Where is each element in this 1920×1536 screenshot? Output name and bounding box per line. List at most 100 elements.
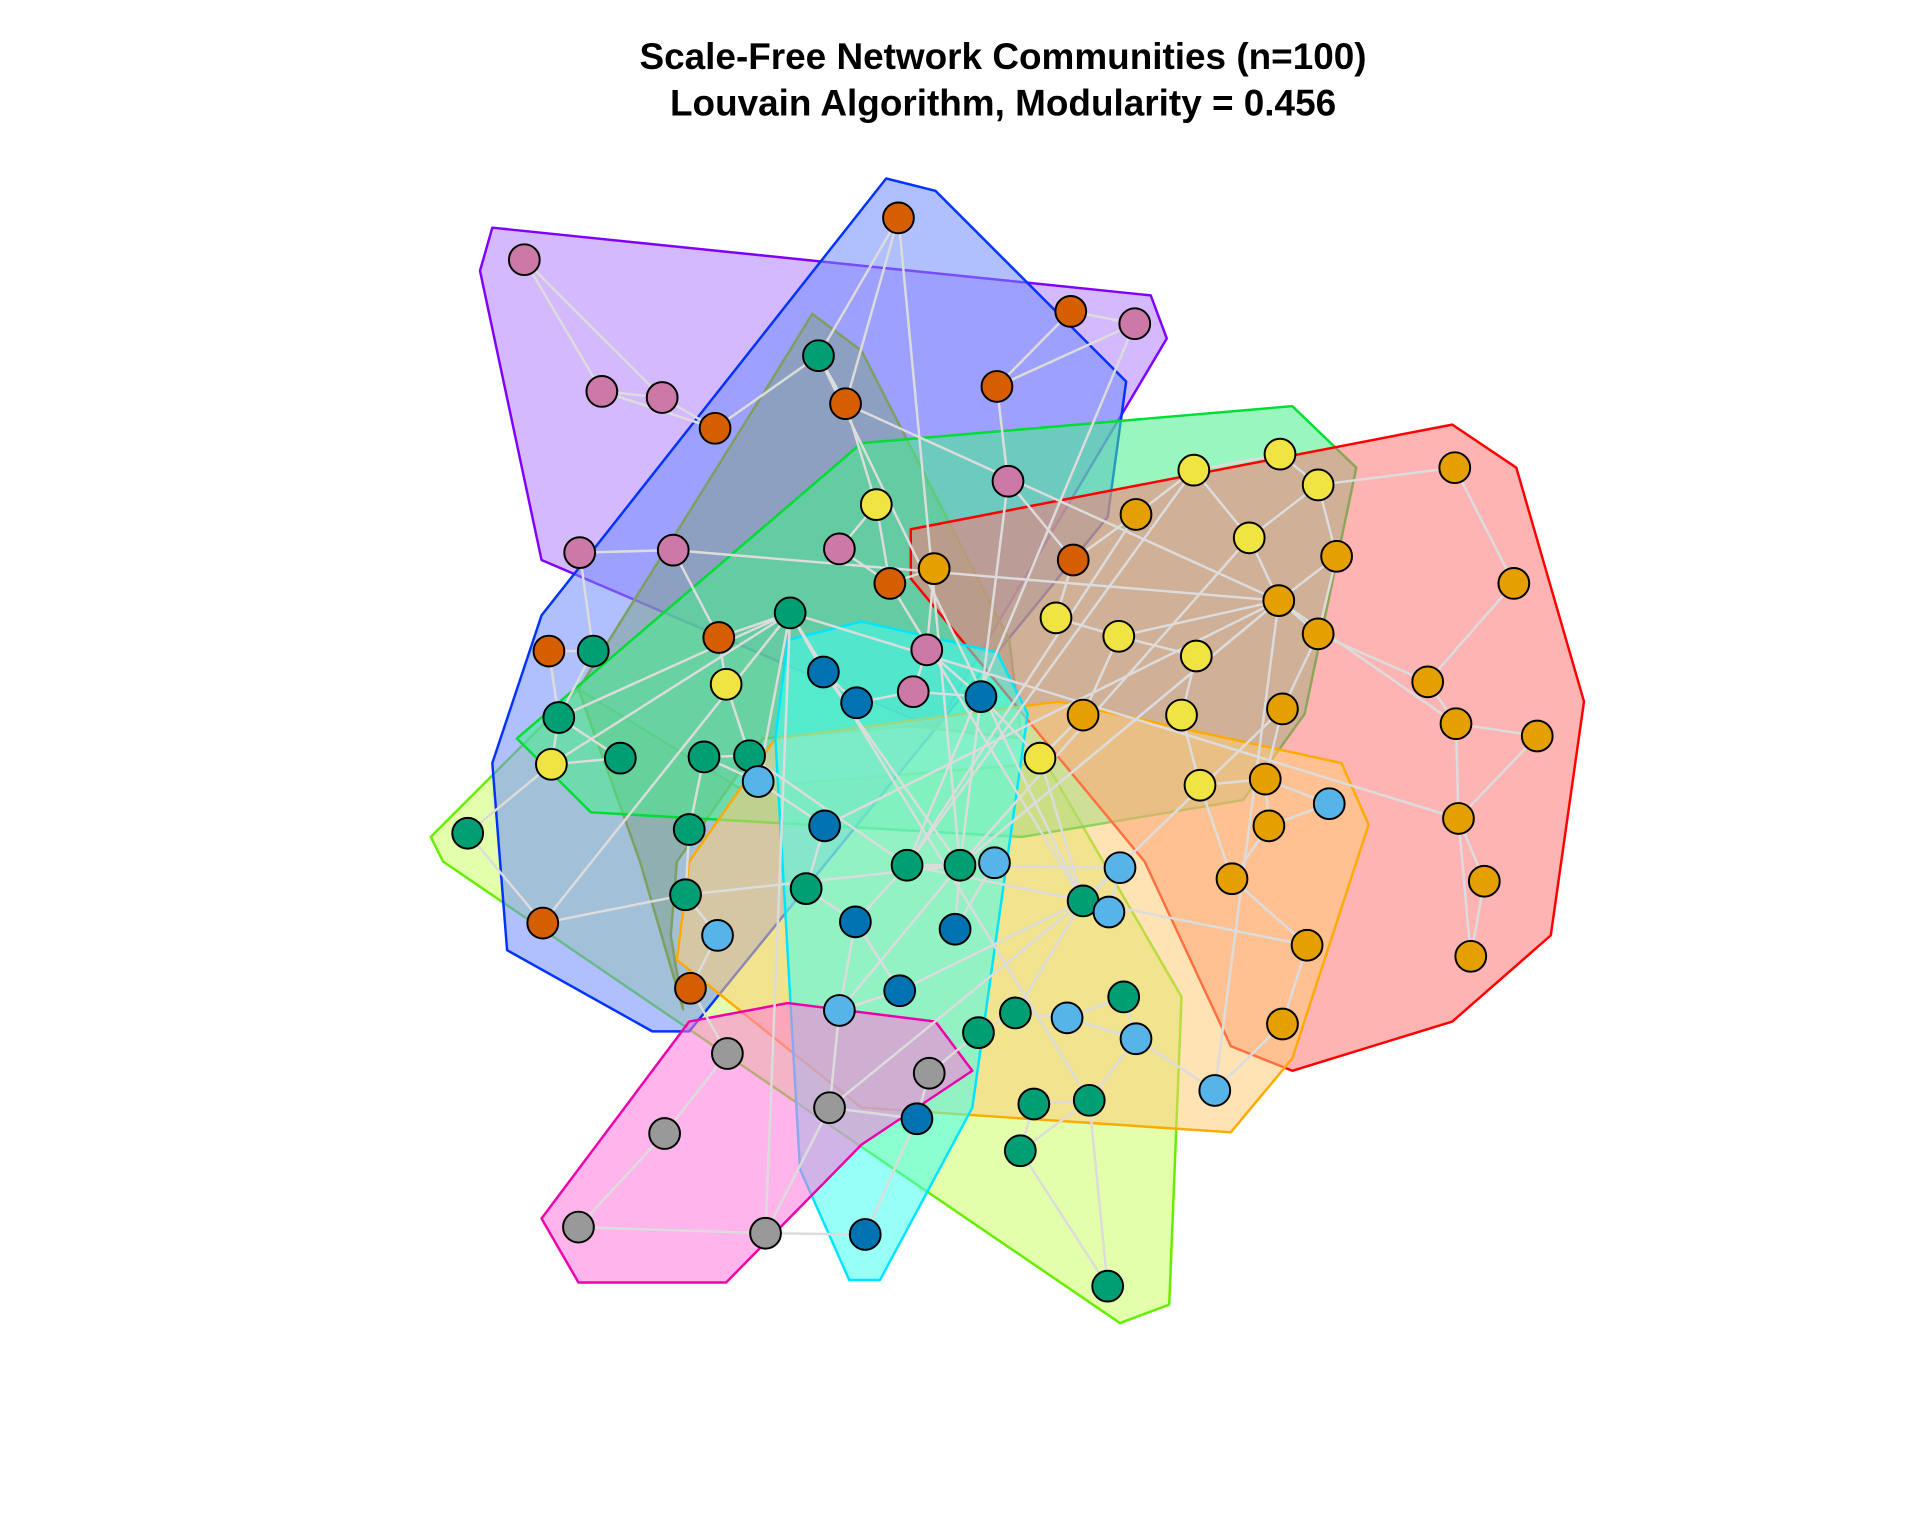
node xyxy=(773,596,807,630)
node xyxy=(687,740,721,774)
node xyxy=(910,633,944,667)
node xyxy=(1320,539,1353,573)
node xyxy=(813,1091,846,1125)
edge xyxy=(578,1225,766,1235)
edge xyxy=(1038,757,1085,902)
node xyxy=(1118,307,1152,341)
node xyxy=(1215,862,1249,896)
node xyxy=(535,747,568,781)
node xyxy=(741,765,775,798)
edge xyxy=(959,537,1251,867)
node xyxy=(1232,521,1266,555)
node xyxy=(938,912,972,946)
edge xyxy=(907,864,1121,869)
edge xyxy=(1426,582,1515,683)
node xyxy=(1119,498,1153,531)
edge xyxy=(577,1132,666,1228)
node xyxy=(1248,762,1282,796)
node xyxy=(962,1016,995,1049)
node xyxy=(829,387,862,421)
edge xyxy=(466,832,544,924)
node xyxy=(890,848,924,882)
edge xyxy=(996,310,1072,388)
edge xyxy=(673,548,1279,602)
edge xyxy=(550,611,791,766)
node xyxy=(943,848,977,882)
node xyxy=(669,878,702,912)
edge xyxy=(845,402,1280,602)
node xyxy=(999,996,1032,1030)
subtitle: Louvain Algorithm, Modularity = 0.456 xyxy=(670,83,1336,124)
node xyxy=(698,411,732,445)
node xyxy=(1107,980,1141,1014)
node xyxy=(1050,1001,1084,1035)
title: Scale-Free Network Communities (n=100) xyxy=(640,36,1367,77)
node xyxy=(562,1210,595,1244)
node xyxy=(1072,1083,1106,1117)
edge xyxy=(897,217,962,866)
edge xyxy=(959,599,1280,867)
edge xyxy=(1231,877,1308,947)
node xyxy=(840,686,873,720)
node xyxy=(1056,543,1090,577)
node xyxy=(711,1037,744,1070)
node xyxy=(451,816,485,850)
edge xyxy=(1457,818,1472,957)
node xyxy=(603,741,637,775)
edge xyxy=(765,1232,866,1236)
edge xyxy=(1317,466,1455,487)
edge xyxy=(578,552,595,652)
edge xyxy=(844,217,900,405)
edge xyxy=(864,1118,919,1235)
node xyxy=(1092,895,1126,929)
node xyxy=(882,201,915,235)
node xyxy=(1103,851,1137,885)
edge xyxy=(1118,599,1280,638)
node xyxy=(526,906,560,940)
edge xyxy=(905,323,1136,866)
node xyxy=(823,994,856,1027)
node xyxy=(563,536,597,569)
node xyxy=(702,621,736,654)
node xyxy=(873,567,907,600)
node xyxy=(1439,707,1473,741)
nodes xyxy=(451,201,1554,1303)
node xyxy=(674,971,707,1005)
node xyxy=(1252,809,1286,843)
node xyxy=(532,634,566,668)
node xyxy=(917,552,951,585)
edge xyxy=(1014,900,1085,1014)
node xyxy=(1301,468,1335,502)
node xyxy=(1039,601,1073,635)
edge xyxy=(817,217,900,357)
edge xyxy=(764,612,792,1234)
node xyxy=(1520,719,1554,753)
node xyxy=(1177,453,1211,487)
node xyxy=(807,655,840,689)
node xyxy=(896,675,930,709)
edge xyxy=(996,322,1136,388)
edge xyxy=(817,355,1085,902)
node xyxy=(656,533,690,567)
node xyxy=(1442,802,1475,835)
node xyxy=(1066,698,1100,732)
node xyxy=(701,919,734,952)
node xyxy=(839,905,872,939)
edge xyxy=(1019,1150,1109,1287)
node xyxy=(1017,1087,1051,1121)
edge xyxy=(906,469,1195,866)
node xyxy=(1438,451,1472,485)
node xyxy=(1091,1269,1125,1303)
node xyxy=(1263,437,1297,471)
node xyxy=(645,381,679,414)
node xyxy=(848,1218,882,1251)
edge xyxy=(466,763,553,835)
node xyxy=(1411,665,1445,699)
node xyxy=(1301,617,1335,651)
edge xyxy=(558,611,791,719)
node xyxy=(709,667,743,701)
node xyxy=(1003,1134,1037,1168)
node xyxy=(672,813,706,846)
edge xyxy=(899,899,1084,992)
